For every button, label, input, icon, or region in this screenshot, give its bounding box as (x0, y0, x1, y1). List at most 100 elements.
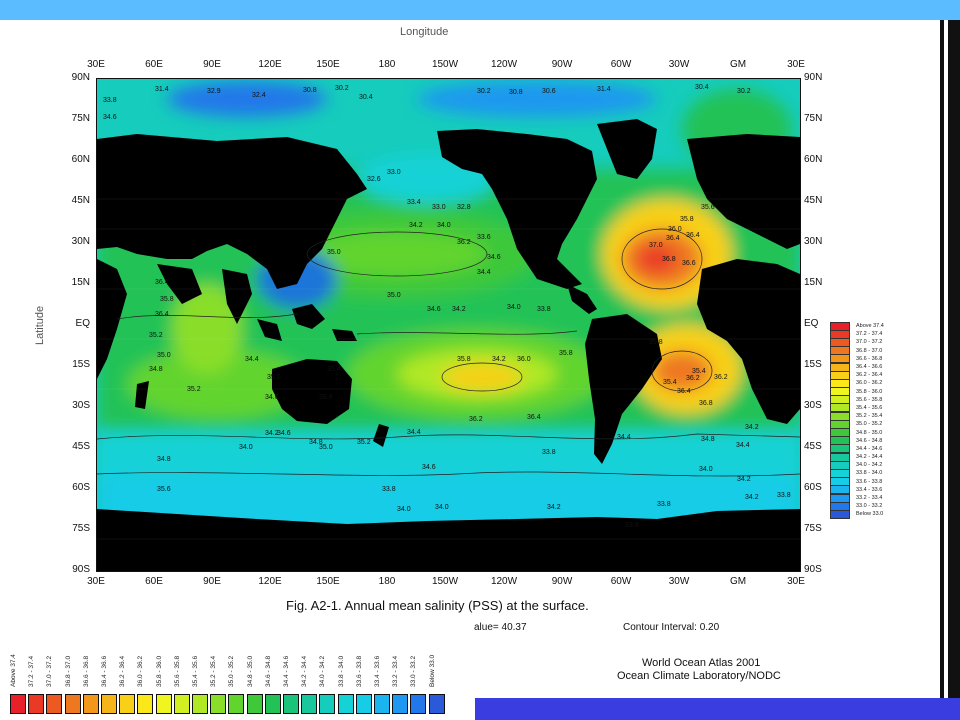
contour-value-label: 31.4 (597, 86, 611, 93)
legend-label: 33.0 - 33.2 (410, 655, 418, 687)
latitude-tick-label: 75S (72, 523, 90, 534)
contour-value-label: 35.0 (319, 444, 333, 451)
legend-swatch (64, 694, 81, 714)
legend-label: 33.6 - 33.8 (355, 655, 363, 687)
legend-label: 36.8 - 37.0 (856, 347, 883, 354)
contour-value-label: 34.4 (477, 269, 491, 276)
longitude-tick-label: 60E (145, 59, 163, 70)
contour-value-label: 34.6 (103, 114, 117, 121)
contour-value-label: 33.0 (387, 169, 401, 176)
contour-value-label: 33.8 (542, 449, 556, 456)
legend-label: 36.6 - 36.8 (82, 655, 90, 687)
land-masses (97, 119, 800, 571)
contour-value-label: 35.8 (319, 394, 333, 401)
longitude-tick-label: 60W (610, 576, 632, 587)
contour-value-label: 34.8 (701, 436, 715, 443)
legend-label: 36.0 - 36.2 (137, 655, 145, 687)
latitude-tick-label: EQ (75, 318, 90, 329)
longitude-tick-label: 30E (787, 576, 805, 587)
legend-label: 36.6 - 36.8 (856, 355, 883, 362)
legend-label: 36.2 - 36.4 (119, 655, 127, 687)
contour-value-label: 30.6 (542, 88, 556, 95)
legend-swatch (283, 694, 299, 714)
contour-value-label: 33.8 (537, 306, 551, 313)
latitude-tick-label: 45N (804, 195, 823, 206)
contour-value-label: 35.0 (327, 249, 341, 256)
contour-value-label: 33.8 (103, 97, 117, 104)
legend-label: 33.0 - 33.2 (856, 503, 883, 510)
latitude-tick-label: 75S (804, 523, 822, 534)
legend-swatch (192, 694, 208, 714)
contour-value-label: 36.2 (457, 239, 471, 246)
contour-value-label: 33.8 (382, 486, 396, 493)
contour-value-label: 36.6 (682, 260, 696, 267)
latitude-tick-label: 15N (71, 277, 90, 288)
legend-swatch (137, 694, 154, 714)
legend-label: 34.6 - 34.8 (856, 437, 883, 444)
contour-value-label: 34.2 (409, 222, 423, 229)
legend-label: 35.0 - 35.2 (228, 655, 236, 687)
legend-label: Above 37.4 (856, 323, 884, 330)
longitude-tick-label: 30E (87, 59, 105, 70)
contour-value-label: 34.6 (422, 464, 436, 471)
longitude-tick-label: 180 (378, 59, 396, 70)
contour-value-label: 36.4 (155, 279, 169, 286)
legend-label: 34.0 - 34.2 (856, 462, 883, 469)
legend-label: 33.6 - 33.8 (856, 478, 883, 485)
latitude-tick-label: 60N (71, 154, 90, 165)
contour-value-label: 35.8 (649, 339, 663, 346)
legend-swatch (82, 694, 99, 714)
latitude-tick-label: 15N (804, 277, 823, 288)
contour-value-label: 35.2 (149, 332, 163, 339)
contour-value-label: 33.0 (432, 204, 446, 211)
legend-label: 37.2 - 37.4 (856, 331, 883, 338)
legend-label: 34.6 - 34.8 (264, 655, 272, 687)
longitude-tick-label: 120W (490, 59, 518, 70)
right-border-outer (948, 20, 960, 698)
contour-lines (97, 228, 800, 477)
legend-label: 34.2 - 34.4 (856, 454, 883, 461)
contour-value-label: 34.0 (239, 444, 253, 451)
contour-value-label: 34.2 (737, 476, 751, 483)
longitude-tick-label: 30W (668, 576, 690, 587)
contour-value-label: 36.8 (662, 256, 676, 263)
contour-value-label: 31.4 (155, 86, 169, 93)
legend-label: 36.0 - 36.2 (856, 380, 883, 387)
legend-swatch (119, 694, 136, 714)
contour-value-label: 35.0 (267, 374, 281, 381)
contour-value-label: 30.2 (335, 85, 349, 92)
latitude-tick-label: 60S (804, 482, 822, 493)
legend-label: 33.8 - 34.0 (856, 470, 883, 477)
contour-value-label: 36.4 (155, 311, 169, 318)
contour-value-label: 36.4 (686, 232, 700, 239)
legend-swatch (830, 509, 850, 519)
longitude-tick-label: 30E (787, 59, 805, 70)
longitude-tick-label: 150E (316, 59, 340, 70)
contour-value-label: 36.2 (714, 374, 728, 381)
legend-swatch (46, 694, 63, 714)
legend-swatch (410, 694, 427, 714)
longitude-tick-label: 30E (87, 576, 105, 587)
latitude-tick-label: 30N (804, 236, 823, 247)
contour-value-label: 34.4 (407, 429, 421, 436)
legend-label: 34.2 - 34.4 (301, 655, 309, 687)
contour-value-label: 33.8 (625, 522, 639, 529)
legend-label: 33.4 - 33.6 (374, 655, 381, 687)
longitude-tick-label: 90W (551, 576, 573, 587)
contour-value-label: 37.0 (649, 242, 663, 249)
longitude-tick-label: 90W (551, 59, 573, 70)
contour-value-label: 32.4 (252, 92, 266, 99)
legend-entry: Below 33.0 (830, 509, 884, 519)
latitude-tick-label: 30N (71, 236, 90, 247)
legend-swatch (155, 694, 172, 714)
legend-swatch (301, 694, 318, 714)
contour-value-label: 36.4 (527, 414, 541, 421)
legend-swatch (319, 694, 336, 714)
latitude-tick-label: EQ (804, 318, 819, 329)
contour-value-label: 32.6 (367, 176, 381, 183)
legend-swatch (374, 694, 390, 714)
legend-swatch (10, 694, 26, 714)
longitude-tick-label: 180 (378, 576, 396, 587)
longitude-tick-label: 150W (431, 576, 459, 587)
legend-label: 35.6 - 35.8 (856, 396, 883, 403)
